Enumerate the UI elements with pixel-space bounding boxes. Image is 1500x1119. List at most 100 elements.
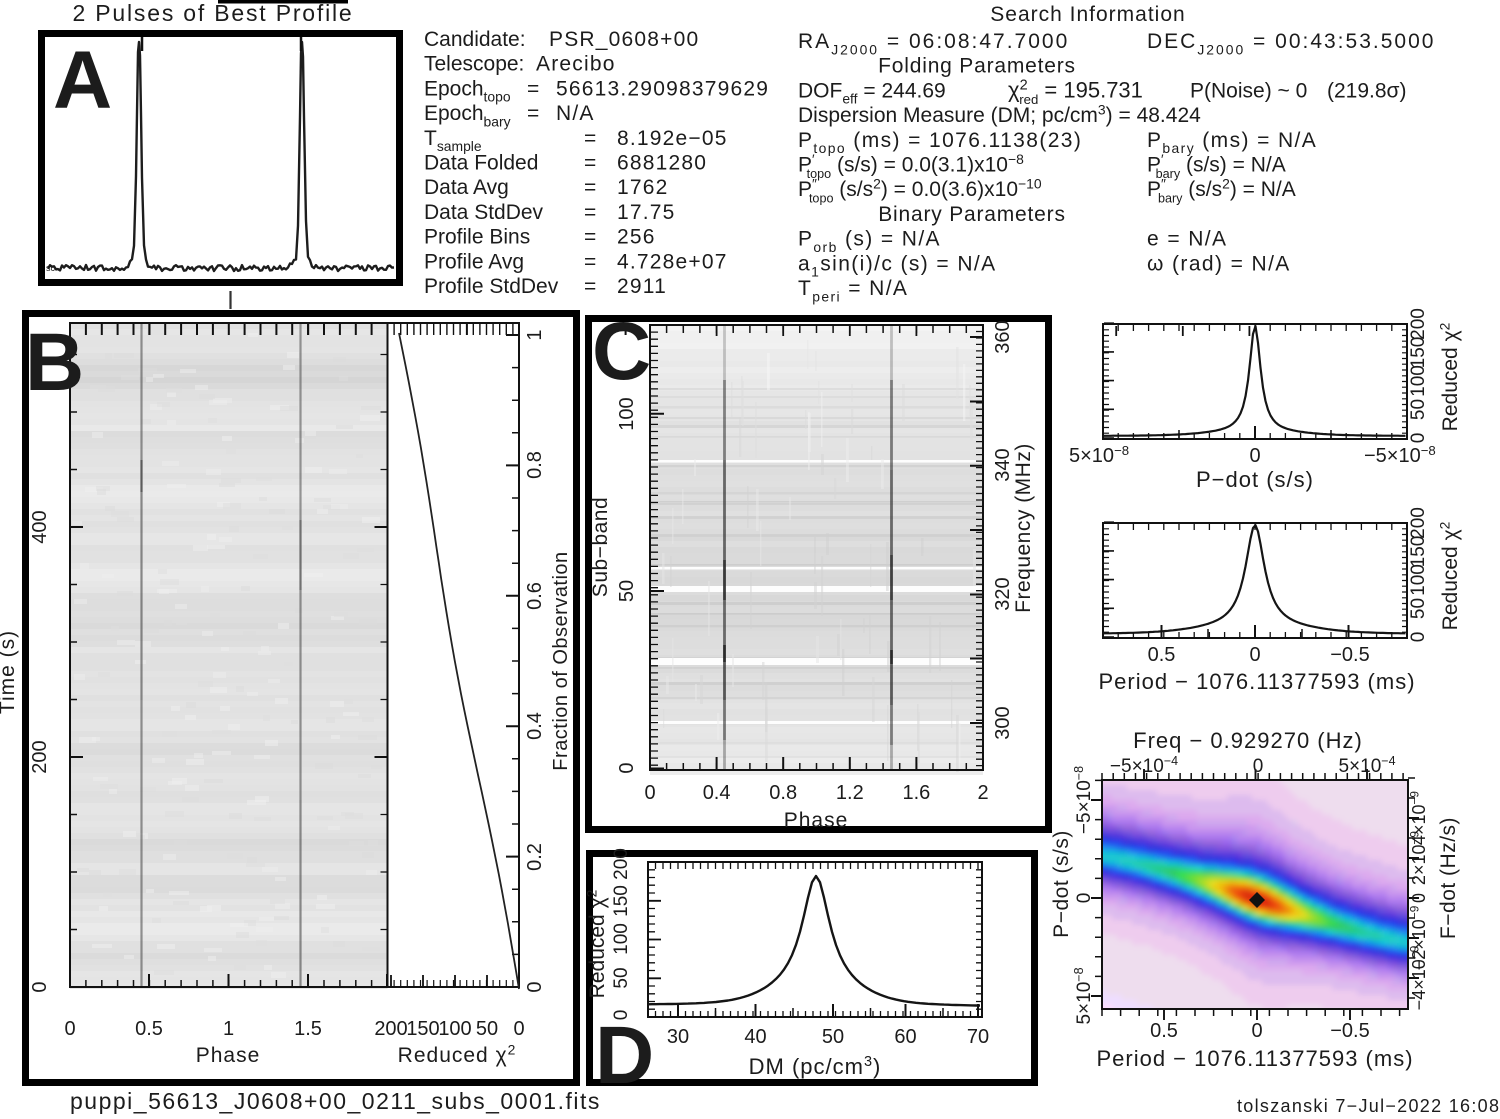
svg-text:1.6: 1.6 <box>902 782 930 804</box>
svg-text:Period − 1076.11377593 (ms): Period − 1076.11377593 (ms) <box>1098 669 1415 694</box>
svg-text:P″bary (s/s2) = N/A: P″ bary (s/s2) = N/A <box>1147 176 1296 206</box>
svg-text:Phase: Phase <box>196 1044 261 1067</box>
svg-text:0.4: 0.4 <box>703 782 731 804</box>
svg-text:Data Avg: Data Avg <box>424 176 509 199</box>
svg-text:0: 0 <box>1251 1020 1262 1042</box>
svg-text:50: 50 <box>1408 399 1429 420</box>
svg-text:Porb (s) = N/A: Porb (s) = N/A <box>798 228 941 255</box>
svg-text:F−dot (Hz/s): F−dot (Hz/s) <box>1437 817 1460 939</box>
svg-text:A: A <box>53 35 112 126</box>
svg-text:60: 60 <box>894 1026 916 1048</box>
svg-text:Arecibo: Arecibo <box>536 53 616 76</box>
svg-text:=: = <box>527 77 540 100</box>
svg-text:50: 50 <box>1408 598 1429 619</box>
svg-text:0: 0 <box>1074 893 1095 904</box>
svg-text:0.5: 0.5 <box>135 1018 163 1040</box>
svg-text:0.5: 0.5 <box>1150 1020 1178 1042</box>
svg-text:Sub−band: Sub−band <box>589 497 612 597</box>
svg-text:Search Information: Search Information <box>990 3 1185 26</box>
svg-text:=: = <box>584 127 597 150</box>
svg-text:Time (s): Time (s) <box>0 630 19 714</box>
svg-text:40: 40 <box>744 1026 766 1048</box>
svg-text:0: 0 <box>1408 433 1429 444</box>
svg-text:P−dot (s/s): P−dot (s/s) <box>1050 830 1073 938</box>
svg-text:=: = <box>584 250 597 273</box>
svg-text:tolszanski 7−Jul−2022 16:08: tolszanski 7−Jul−2022 16:08 <box>1237 1096 1500 1116</box>
svg-text:0: 0 <box>1408 632 1429 643</box>
svg-text:100: 100 <box>1408 564 1429 596</box>
svg-text:150: 150 <box>611 885 632 917</box>
svg-text:Tperi = N/A: Tperi = N/A <box>798 277 908 304</box>
svg-text:200: 200 <box>611 848 632 880</box>
svg-text:DM (pc/cm3): DM (pc/cm3) <box>749 1054 882 1079</box>
svg-text:1.2: 1.2 <box>836 782 864 804</box>
svg-text:Phase: Phase <box>784 809 849 832</box>
svg-text:=: = <box>584 152 597 175</box>
svg-text:a1sin(i)/c (s) = N/A: a1sin(i)/c (s) = N/A <box>798 252 997 279</box>
svg-text:−0.5: −0.5 <box>1330 644 1369 666</box>
svg-text:8.192e−05: 8.192e−05 <box>617 127 728 150</box>
svg-text:Reduced χ2: Reduced χ2 <box>1436 521 1462 630</box>
svg-text:0: 0 <box>616 762 638 773</box>
svg-text:Data Folded: Data Folded <box>424 152 538 175</box>
svg-text:Epochtopo: Epochtopo <box>424 77 511 104</box>
svg-text:=: = <box>527 102 540 125</box>
svg-text:56613.29098379629: 56613.29098379629 <box>556 77 769 100</box>
svg-text:300: 300 <box>992 706 1014 739</box>
svg-text:−5×10−8: −5×10−8 <box>1072 766 1095 834</box>
svg-text:=: = <box>584 226 597 249</box>
svg-text:sc-: sc- <box>46 263 58 273</box>
svg-text:e = N/A: e = N/A <box>1147 228 1227 251</box>
svg-text:P(Noise) ~ 0: P(Noise) ~ 0 <box>1190 79 1307 102</box>
svg-text:−5×10−4: −5×10−4 <box>1110 754 1178 777</box>
svg-text:0.2: 0.2 <box>524 843 546 871</box>
svg-text:50: 50 <box>616 580 638 602</box>
svg-text:6881280: 6881280 <box>617 152 707 175</box>
svg-text:Data StdDev: Data StdDev <box>424 201 544 224</box>
svg-text:17.75: 17.75 <box>617 201 676 224</box>
svg-text:100: 100 <box>616 397 638 430</box>
svg-text:200: 200 <box>374 1018 407 1040</box>
svg-text:P′bary (s/s) = N/A: P′ bary (s/s) = N/A <box>1147 151 1286 181</box>
svg-text:5×10−4: 5×10−4 <box>1338 754 1395 777</box>
svg-text:70: 70 <box>967 1026 989 1048</box>
svg-text:1: 1 <box>223 1018 234 1040</box>
svg-text:200: 200 <box>1408 308 1429 340</box>
svg-text:Reduced χ2: Reduced χ2 <box>398 1041 517 1067</box>
svg-text:Profile Bins: Profile Bins <box>424 226 530 249</box>
svg-text:50: 50 <box>822 1026 844 1048</box>
svg-text:30: 30 <box>667 1026 689 1048</box>
svg-text:150: 150 <box>406 1018 439 1040</box>
svg-text:5×10−8: 5×10−8 <box>1072 967 1095 1024</box>
svg-text:−2×10−9: −2×10−9 <box>1408 905 1430 970</box>
svg-text:0: 0 <box>29 981 51 992</box>
svg-text:0.6: 0.6 <box>524 582 546 610</box>
svg-text:1762: 1762 <box>617 176 669 199</box>
svg-text:0: 0 <box>1249 644 1260 666</box>
svg-text:P′topo (s/s) = 0.0(3.1)x10−8: P′ topo (s/s) = 0.0(3.1)x10−8 <box>798 151 1024 181</box>
svg-text:0.5: 0.5 <box>1148 644 1176 666</box>
svg-text:Tsample: Tsample <box>424 127 482 154</box>
svg-text:340: 340 <box>992 448 1014 481</box>
svg-text:0: 0 <box>611 1010 632 1021</box>
svg-text:PSR_0608+00: PSR_0608+00 <box>549 28 699 51</box>
svg-text:0.8: 0.8 <box>769 782 797 804</box>
svg-text:50: 50 <box>611 967 632 988</box>
svg-text:Reduced χ2: Reduced χ2 <box>583 889 609 998</box>
svg-text:C: C <box>592 306 651 397</box>
svg-text:4.728e+07: 4.728e+07 <box>617 250 728 273</box>
svg-text:Freq − 0.929270 (Hz): Freq − 0.929270 (Hz) <box>1133 728 1363 753</box>
svg-text:DECJ2000 = 00:43:53.5000: DECJ2000 = 00:43:53.5000 <box>1147 30 1435 57</box>
svg-text:Epochbary: Epochbary <box>424 102 511 129</box>
svg-text:Pbary (ms) = N/A: Pbary (ms) = N/A <box>1147 129 1317 156</box>
svg-text:RAJ2000 = 06:08:47.7000: RAJ2000 = 06:08:47.7000 <box>798 30 1069 57</box>
svg-text:P″topo (s/s2) = 0.0(3.6)x10−10: P″ topo (s/s2) = 0.0(3.6)x10−10 <box>798 176 1042 206</box>
svg-text:0: 0 <box>1409 893 1429 903</box>
svg-text:Profile StdDev: Profile StdDev <box>424 275 559 298</box>
svg-text:2 Pulses of Best Profile: 2 Pulses of Best Profile <box>73 0 354 26</box>
svg-text:200: 200 <box>29 740 51 773</box>
svg-text:0: 0 <box>1249 445 1260 467</box>
svg-text:0: 0 <box>1253 756 1264 777</box>
svg-text:0: 0 <box>513 1018 524 1040</box>
